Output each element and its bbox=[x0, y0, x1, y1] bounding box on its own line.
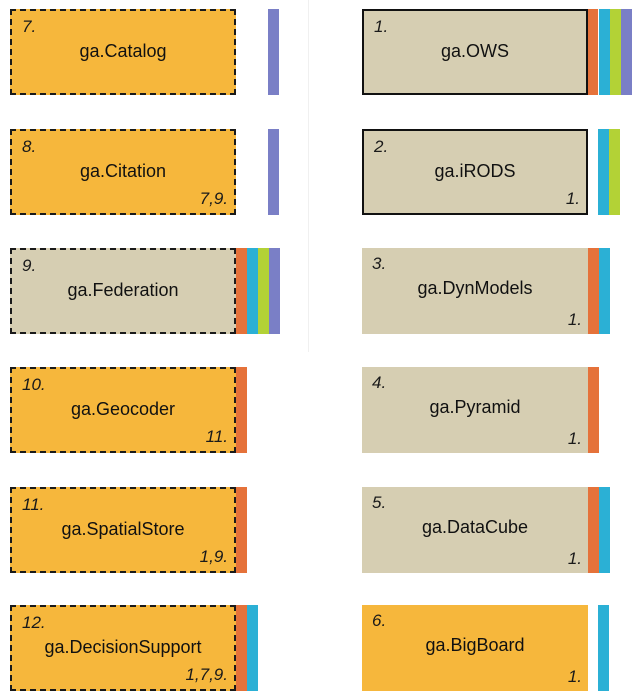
dependency-bar-blue bbox=[598, 605, 609, 691]
dependency-bar-blue bbox=[599, 487, 610, 573]
node-name: ga.DataCube bbox=[421, 517, 529, 537]
node-number: 4. bbox=[372, 373, 387, 392]
node-number: 2. bbox=[374, 137, 389, 156]
dependency-bar-blue bbox=[247, 605, 258, 691]
node-name: ga.BigBoard bbox=[425, 635, 525, 655]
dependency-bar-orange bbox=[588, 9, 598, 95]
node-name: ga.Federation bbox=[67, 280, 179, 300]
node-number: 7. bbox=[22, 17, 37, 36]
node-ga-geocoder[interactable]: 10. ga.Geocoder 11. bbox=[10, 367, 236, 453]
node-dependencies: 1. bbox=[567, 549, 582, 568]
dependency-bar-blue bbox=[247, 248, 258, 334]
column-divider bbox=[308, 0, 309, 352]
node-name: ga.OWS bbox=[440, 41, 510, 61]
node-ga-citation[interactable]: 8. ga.Citation 7,9. bbox=[10, 129, 236, 215]
node-dependencies: 1. bbox=[567, 429, 582, 448]
node-dependencies: 1,7,9. bbox=[185, 665, 228, 684]
node-name: ga.SpatialStore bbox=[61, 519, 185, 539]
dependency-bar-orange bbox=[588, 487, 599, 573]
node-dependencies: 1. bbox=[567, 667, 582, 686]
node-number: 8. bbox=[22, 137, 37, 156]
dependency-bar-orange bbox=[236, 605, 247, 691]
node-ga-bigboard[interactable]: 6. ga.BigBoard 1. bbox=[362, 605, 588, 691]
dependency-bar-orange bbox=[236, 367, 247, 453]
node-number: 5. bbox=[372, 493, 387, 512]
dependency-bar-orange bbox=[588, 367, 599, 453]
dependency-bar-purple bbox=[268, 129, 279, 215]
node-number: 9. bbox=[22, 256, 37, 275]
dependency-bar-purple bbox=[621, 9, 632, 95]
node-ga-decisionsupport[interactable]: 12. ga.DecisionSupport 1,7,9. bbox=[10, 605, 236, 691]
node-name: ga.Citation bbox=[79, 161, 167, 181]
node-name: ga.DynModels bbox=[417, 278, 533, 298]
node-ga-dynmodels[interactable]: 3. ga.DynModels 1. bbox=[362, 248, 588, 334]
dependency-bar-blue bbox=[599, 9, 610, 95]
node-name: ga.Pyramid bbox=[429, 397, 521, 417]
dependency-bar-orange bbox=[588, 248, 599, 334]
node-dependencies: 11. bbox=[205, 427, 228, 446]
node-number: 10. bbox=[22, 375, 46, 394]
node-name: ga.DecisionSupport bbox=[44, 637, 202, 657]
dependency-bar-purple bbox=[268, 9, 279, 95]
node-ga-catalog[interactable]: 7. ga.Catalog bbox=[10, 9, 236, 95]
dependency-bar-green bbox=[258, 248, 269, 334]
node-dependencies: 7,9. bbox=[199, 189, 228, 208]
dependency-bar-purple bbox=[269, 248, 280, 334]
node-dependencies: 1. bbox=[567, 310, 582, 329]
node-number: 6. bbox=[372, 611, 387, 630]
node-dependencies: 1. bbox=[565, 189, 580, 208]
node-ga-federation[interactable]: 9. ga.Federation bbox=[10, 248, 236, 334]
node-dependencies: 1,9. bbox=[199, 547, 228, 566]
node-ga-irods[interactable]: 2. ga.iRODS 1. bbox=[362, 129, 588, 215]
dependency-bar-green bbox=[610, 9, 621, 95]
dependency-bar-blue bbox=[598, 129, 609, 215]
node-number: 1. bbox=[374, 17, 389, 36]
dependency-bar-blue bbox=[599, 248, 610, 334]
node-number: 12. bbox=[22, 613, 46, 632]
dependency-bar-orange bbox=[236, 487, 247, 573]
dependency-bar-green bbox=[609, 129, 620, 215]
node-number: 3. bbox=[372, 254, 387, 273]
node-ga-spatialstore[interactable]: 11. ga.SpatialStore 1,9. bbox=[10, 487, 236, 573]
node-name: ga.iRODS bbox=[434, 161, 516, 181]
node-number: 11. bbox=[22, 495, 45, 514]
dependency-bar-orange bbox=[236, 248, 247, 334]
node-ga-ows[interactable]: 1. ga.OWS bbox=[362, 9, 588, 95]
node-ga-datacube[interactable]: 5. ga.DataCube 1. bbox=[362, 487, 588, 573]
node-ga-pyramid[interactable]: 4. ga.Pyramid 1. bbox=[362, 367, 588, 453]
node-name: ga.Geocoder bbox=[70, 399, 176, 419]
node-name: ga.Catalog bbox=[79, 41, 167, 61]
